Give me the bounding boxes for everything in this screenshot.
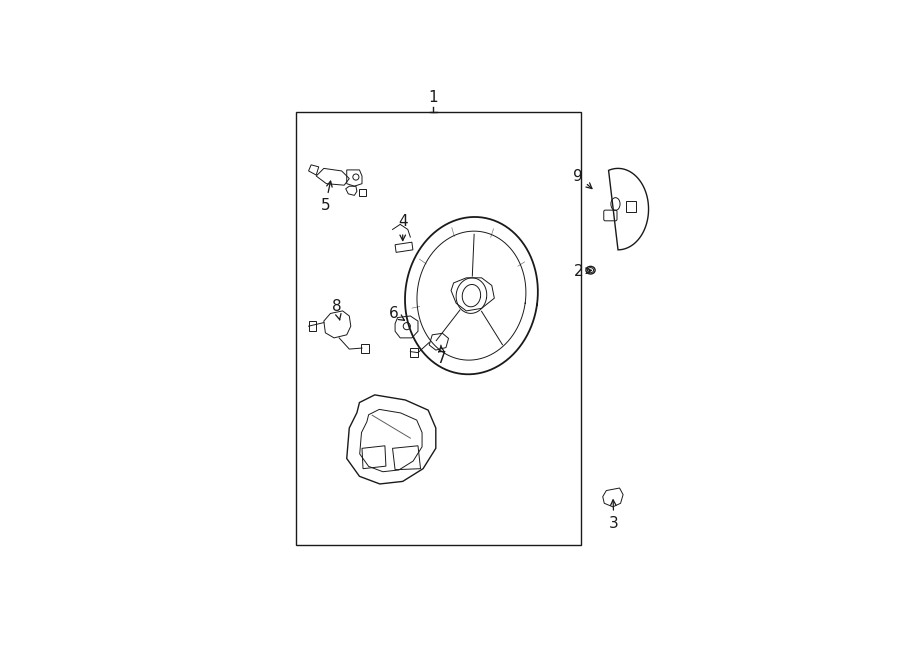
Text: 4: 4 [398,214,408,241]
Text: 6: 6 [389,306,404,321]
Bar [296,112,580,545]
Text: 9: 9 [572,169,592,188]
Text: 8: 8 [332,299,341,320]
Text: 1: 1 [428,90,438,104]
Text: 5: 5 [320,181,332,213]
Text: 7: 7 [437,345,446,366]
Text: 2: 2 [574,264,591,279]
Text: 3: 3 [609,500,619,531]
